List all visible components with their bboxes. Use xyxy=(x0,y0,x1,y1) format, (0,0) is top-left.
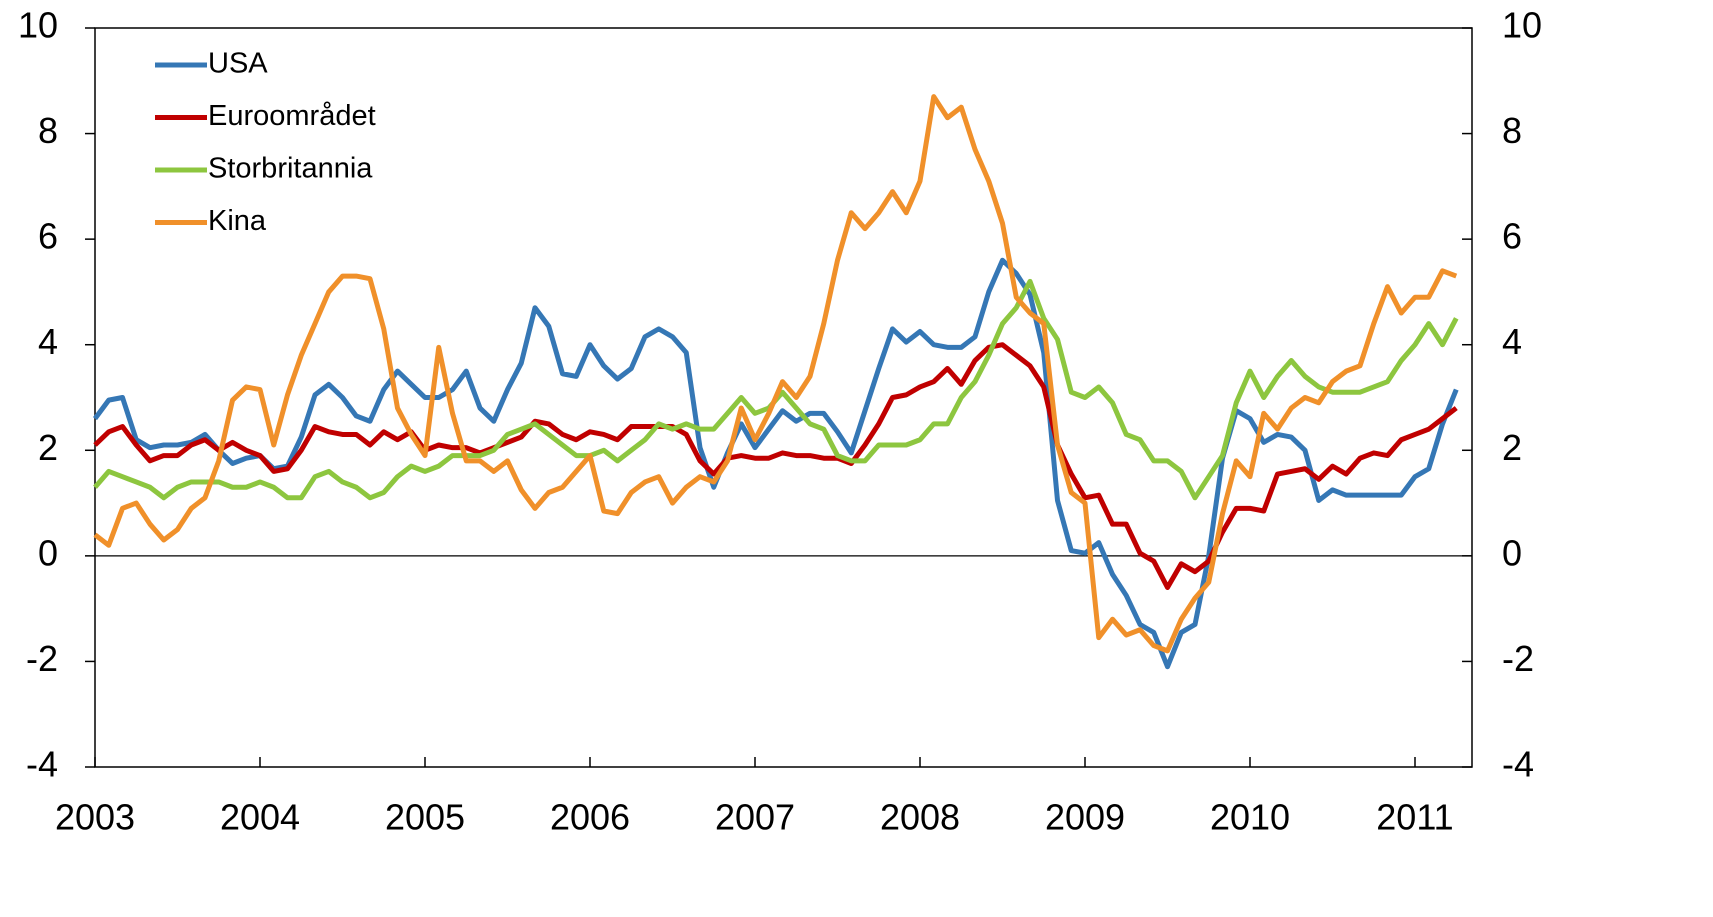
y-tick-label: 8 xyxy=(38,110,58,151)
legend-label: Euroområdet xyxy=(208,100,376,132)
x-tick-label: 2009 xyxy=(1045,797,1125,838)
y2-tick-label: -4 xyxy=(1502,744,1534,785)
y-tick-label: 6 xyxy=(38,216,58,257)
y2-tick-label: 0 xyxy=(1502,532,1522,573)
y-tick-label: 2 xyxy=(38,427,58,468)
y-tick-label: -2 xyxy=(26,638,58,679)
y-tick-label: 0 xyxy=(38,532,58,573)
x-tick-label: 2007 xyxy=(715,797,795,838)
series-line xyxy=(93,342,1458,591)
x-tick-label: 2003 xyxy=(55,797,135,838)
y-tick-label: 10 xyxy=(18,5,58,46)
x-tick-label: 2004 xyxy=(220,797,300,838)
legend-label: Storbritannia xyxy=(208,153,373,185)
y2-tick-label: -2 xyxy=(1502,638,1534,679)
x-tick-label: 2010 xyxy=(1210,797,1290,838)
legend-label: Kina xyxy=(208,205,267,237)
y-tick-label: 4 xyxy=(38,321,58,362)
x-tick-label: 2006 xyxy=(550,797,630,838)
x-tick-label: 2005 xyxy=(385,797,465,838)
y-tick-label: -4 xyxy=(26,744,58,785)
series-line xyxy=(93,94,1458,654)
plot-frame xyxy=(94,27,1473,768)
y2-tick-label: 10 xyxy=(1502,5,1542,46)
x-tick-label: 2011 xyxy=(1376,797,1453,838)
y2-tick-label: 4 xyxy=(1502,321,1522,362)
legend-label: USA xyxy=(208,48,268,80)
y2-tick-label: 8 xyxy=(1502,110,1522,151)
x-tick-label: 2008 xyxy=(880,797,960,838)
y2-tick-label: 2 xyxy=(1502,427,1522,468)
y2-tick-label: 6 xyxy=(1502,216,1522,257)
